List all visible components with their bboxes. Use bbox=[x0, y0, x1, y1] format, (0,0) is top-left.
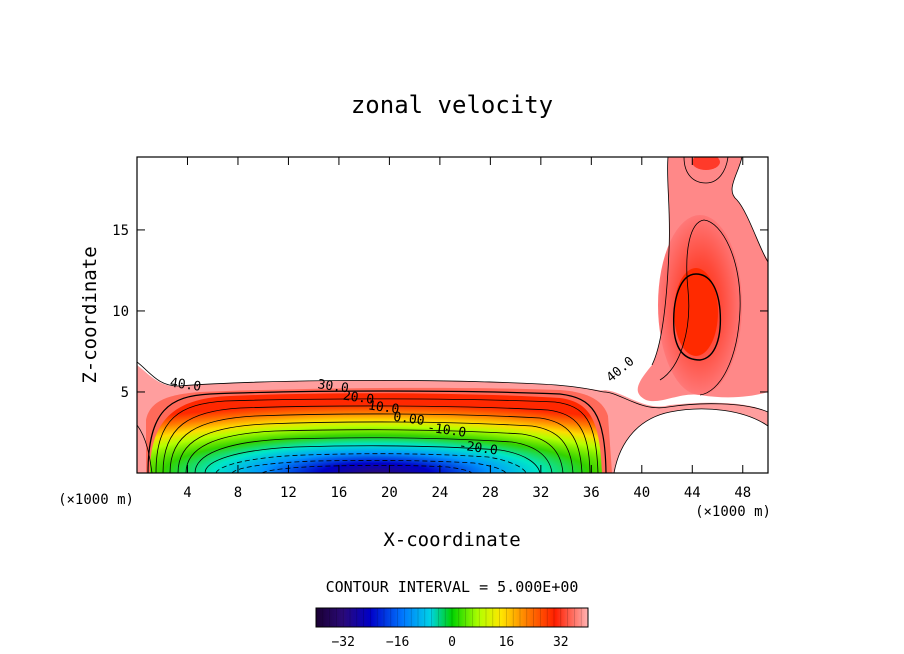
contour-line-neg10 bbox=[231, 460, 507, 473]
colorbar-tick-label: 0 bbox=[448, 635, 456, 650]
y-axis-ticks: 5 10 15 bbox=[112, 223, 768, 401]
colorbar: −32 −16 0 16 32 bbox=[315, 607, 589, 650]
contour-core bbox=[150, 393, 602, 473]
contour-line-column-outer bbox=[651, 157, 670, 366]
contour-label: -20.0 bbox=[458, 438, 499, 458]
contour-line-column-ring bbox=[659, 219, 741, 396]
y-tick-label: 10 bbox=[112, 304, 129, 320]
x-tick-label: 48 bbox=[734, 485, 751, 501]
y-tick-label: 5 bbox=[121, 385, 129, 401]
x-tick-label: 28 bbox=[482, 485, 499, 501]
contour-line-neg20 bbox=[261, 464, 473, 473]
contour-labels: 40.0 30.020.010.00.00-10.0-20.0 40.0 bbox=[169, 354, 638, 459]
x-axis-ticks: 4 8 12 16 20 24 28 32 36 40 44 48 bbox=[183, 157, 751, 501]
colorbar-divisions bbox=[322, 608, 582, 627]
contour-interval-text: CONTOUR INTERVAL = 5.000E+00 bbox=[326, 578, 579, 596]
contour-label: 0.00 bbox=[392, 410, 425, 429]
contour-line-30 bbox=[155, 398, 599, 473]
contour-label: 40.0 bbox=[169, 376, 202, 395]
contour-line-column-top bbox=[683, 157, 729, 184]
contour-lines bbox=[137, 157, 768, 473]
contour-line-0 bbox=[204, 445, 541, 473]
contour-label: 40.0 bbox=[604, 354, 638, 386]
x-tick-label: 12 bbox=[280, 485, 297, 501]
x-tick-label: 16 bbox=[330, 485, 347, 501]
x-tick-label: 20 bbox=[381, 485, 398, 501]
contour-line-neg5 bbox=[215, 453, 527, 473]
contour-line-40-lower bbox=[137, 361, 768, 413]
x-tick-label: 8 bbox=[234, 485, 242, 501]
y-axis-unit: (×1000 m) bbox=[58, 492, 134, 508]
contour-label: 20.0 bbox=[342, 389, 375, 408]
contour-line-25 bbox=[162, 405, 591, 473]
contour-label: 10.0 bbox=[367, 398, 400, 417]
contour-label: -10.0 bbox=[426, 420, 467, 440]
contour-line-35 bbox=[147, 390, 607, 473]
contour-line-10 bbox=[185, 429, 564, 473]
colorbar-tick-label: 32 bbox=[553, 635, 569, 650]
contour-line-15 bbox=[177, 421, 574, 473]
x-tick-label: 4 bbox=[183, 485, 191, 501]
chart-title: zonal velocity bbox=[351, 91, 553, 119]
contour-line-20 bbox=[169, 413, 583, 473]
colorbar-tick-label: −16 bbox=[386, 635, 409, 650]
contour-line-left-edge bbox=[137, 424, 153, 473]
x-tick-label: 36 bbox=[583, 485, 600, 501]
plot-frame bbox=[136, 156, 769, 474]
colorbar-tick-label: 16 bbox=[499, 635, 515, 650]
contour-line-pocket bbox=[613, 408, 768, 473]
contour-line-5 bbox=[194, 437, 553, 473]
colorbar-frame bbox=[315, 607, 589, 628]
colorbar-tick-label: −32 bbox=[331, 635, 354, 650]
colorbar-fill bbox=[316, 608, 588, 627]
x-tick-label: 40 bbox=[633, 485, 650, 501]
contour-column-top bbox=[692, 157, 720, 170]
contour-label: 30.0 bbox=[317, 377, 350, 396]
x-tick-label: 24 bbox=[431, 485, 448, 501]
x-axis-unit: (×1000 m) bbox=[695, 504, 771, 520]
contour-line-column-outer-right bbox=[731, 157, 768, 263]
contour-line-column-peak bbox=[673, 273, 722, 361]
x-tick-label: 32 bbox=[532, 485, 549, 501]
y-tick-label: 15 bbox=[112, 223, 129, 239]
contour-column-peak bbox=[674, 268, 718, 356]
x-axis-label: X-coordinate bbox=[383, 529, 520, 551]
y-axis-label: Z-coordinate bbox=[79, 246, 101, 383]
colorbar-ticks: −32 −16 0 16 32 bbox=[331, 635, 568, 650]
x-tick-label: 44 bbox=[684, 485, 701, 501]
contour-pocket-lower-right bbox=[614, 408, 768, 473]
